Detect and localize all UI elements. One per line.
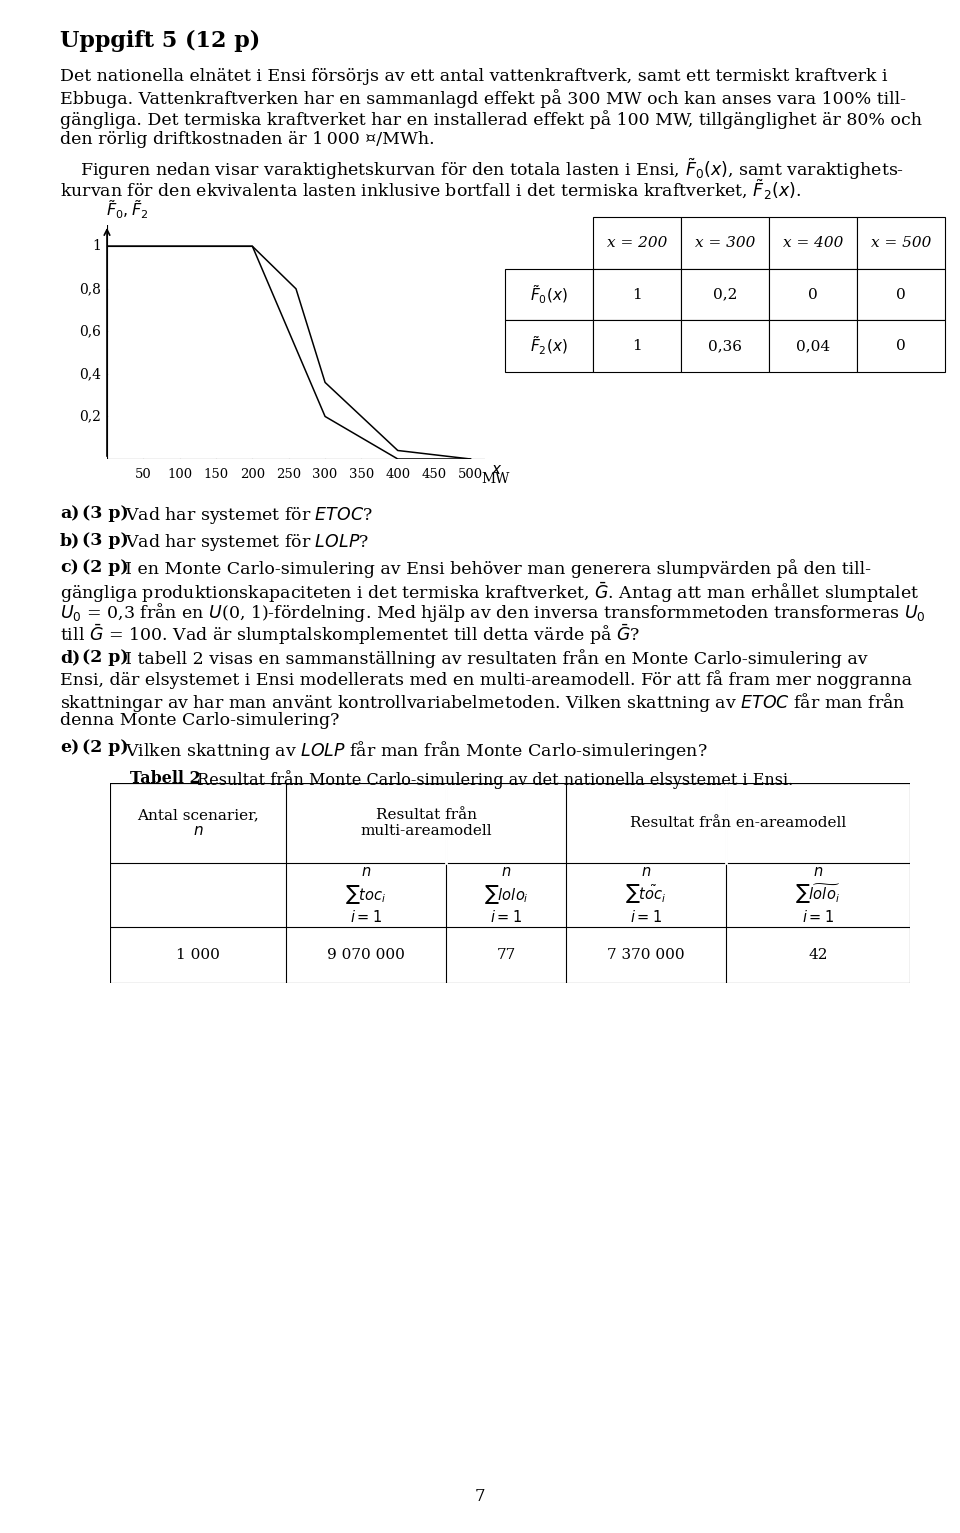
Text: I en Monte Carlo-simulering av Ensi behöver man generera slumpvärden på den till: I en Monte Carlo-simulering av Ensi behö… <box>125 560 871 578</box>
Text: 1: 1 <box>92 239 101 253</box>
Text: Det nationella elnätet i Ensi försörjs av ett antal vattenkraftverk, samt ett te: Det nationella elnätet i Ensi försörjs a… <box>60 67 887 84</box>
Text: c): c) <box>60 560 79 576</box>
Text: 1 000: 1 000 <box>176 947 220 963</box>
Text: $U_0$ = 0,3 från en $U$(0, 1)-fördelning. Med hjälp av den inversa transformmeto: $U_0$ = 0,3 från en $U$(0, 1)-fördelning… <box>60 601 925 624</box>
Text: I tabell 2 visas en sammanställning av resultaten från en Monte Carlo-simulering: I tabell 2 visas en sammanställning av r… <box>125 648 868 668</box>
Text: 50: 50 <box>135 468 152 480</box>
Text: till $\bar{G}$ = 100. Vad är slumptalskomplementet till detta värde på $\bar{G}$: till $\bar{G}$ = 100. Vad är slumptalsko… <box>60 622 640 647</box>
Text: Vad har systemet för $ETOC$?: Vad har systemet för $ETOC$? <box>125 504 372 526</box>
Text: Antal scenarier,
$n$: Antal scenarier, $n$ <box>137 808 259 839</box>
Text: skattningar av har man använt kontrollvariabelmetoden. Vilken skattning av $ETOC: skattningar av har man använt kontrollva… <box>60 691 905 714</box>
Text: $n$
$\sum lolo_i$
$i = 1$: $n$ $\sum lolo_i$ $i = 1$ <box>484 866 528 924</box>
Text: 7: 7 <box>474 1489 486 1505</box>
Text: 350: 350 <box>348 468 374 480</box>
Text: den rörlig driftkostnaden är 1 000 ¤/MWh.: den rörlig driftkostnaden är 1 000 ¤/MWh… <box>60 130 435 149</box>
Text: 0,8: 0,8 <box>80 282 101 296</box>
Text: gängliga produktionskapaciteten i det termiska kraftverket, $\bar{G}$. Antag att: gängliga produktionskapaciteten i det te… <box>60 579 920 604</box>
Text: Vad har systemet för $LOLP$?: Vad har systemet för $LOLP$? <box>125 532 369 553</box>
Text: Ensi, där elsystemet i Ensi modellerats med en multi-areamodell. För att få fram: Ensi, där elsystemet i Ensi modellerats … <box>60 670 912 688</box>
Text: 400: 400 <box>385 468 410 480</box>
Text: Resultat från Monte Carlo-simulering av det nationella elsystemet i Ensi.: Resultat från Monte Carlo-simulering av … <box>192 770 793 789</box>
Text: 9 070 000: 9 070 000 <box>327 947 405 963</box>
Text: kurvan för den ekvivalenta lasten inklusive bortfall i det termiska kraftverket,: kurvan för den ekvivalenta lasten inklus… <box>60 178 801 202</box>
Text: 77: 77 <box>496 947 516 963</box>
Text: Ebbuga. Vattenkraftverken har en sammanlagd effekt på 300 MW och kan anses vara : Ebbuga. Vattenkraftverken har en sammanl… <box>60 89 906 107</box>
Text: e): e) <box>60 739 80 756</box>
Text: Resultat från en-areamodell: Resultat från en-areamodell <box>630 816 846 829</box>
Text: 0,6: 0,6 <box>80 325 101 339</box>
Text: (2 p): (2 p) <box>82 648 129 665</box>
Text: 450: 450 <box>421 468 446 480</box>
Text: 500: 500 <box>458 468 483 480</box>
Text: 150: 150 <box>204 468 228 480</box>
Text: d): d) <box>60 648 81 665</box>
Text: (2 p): (2 p) <box>82 739 129 756</box>
Text: 200: 200 <box>240 468 265 480</box>
Text: MW: MW <box>481 472 510 486</box>
Text: (3 p): (3 p) <box>82 532 129 549</box>
Text: (2 p): (2 p) <box>82 560 129 576</box>
Text: 100: 100 <box>167 468 192 480</box>
Text: $x$: $x$ <box>491 463 502 477</box>
Text: 7 370 000: 7 370 000 <box>607 947 684 963</box>
Text: 0,4: 0,4 <box>79 366 101 380</box>
Text: 42: 42 <box>808 947 828 963</box>
Text: gängliga. Det termiska kraftverket har en installerad effekt på 100 MW, tillgäng: gängliga. Det termiska kraftverket har e… <box>60 110 922 129</box>
Text: Vilken skattning av $LOLP$ får man från Monte Carlo-simuleringen?: Vilken skattning av $LOLP$ får man från … <box>125 739 708 762</box>
Text: $n$
$\sum toc_i$
$i = 1$: $n$ $\sum toc_i$ $i = 1$ <box>346 866 387 924</box>
Text: 250: 250 <box>276 468 301 480</box>
Text: Figuren nedan visar varaktighetskurvan för den totala lasten i Ensi, $\tilde{F}_: Figuren nedan visar varaktighetskurvan f… <box>80 156 904 182</box>
Text: a): a) <box>60 504 80 523</box>
Text: (3 p): (3 p) <box>82 504 129 523</box>
Text: Uppgift 5 (12 p): Uppgift 5 (12 p) <box>60 31 260 52</box>
Text: 300: 300 <box>312 468 338 480</box>
Text: Resultat från
multi-areamodell: Resultat från multi-areamodell <box>360 808 492 839</box>
Text: 0,2: 0,2 <box>80 409 101 423</box>
Text: b): b) <box>60 532 81 549</box>
Text: denna Monte Carlo-simulering?: denna Monte Carlo-simulering? <box>60 711 340 730</box>
Text: $n$
$\sum \tilde{toc}_i$
$i = 1$: $n$ $\sum \tilde{toc}_i$ $i = 1$ <box>625 865 667 924</box>
Text: $\tilde{F}_0, \tilde{F}_2$: $\tilde{F}_0, \tilde{F}_2$ <box>106 198 148 221</box>
Text: Tabell 2: Tabell 2 <box>130 770 201 786</box>
Text: $n$
$\sum \widetilde{lolo}_i$
$i = 1$: $n$ $\sum \widetilde{lolo}_i$ $i = 1$ <box>795 865 841 924</box>
